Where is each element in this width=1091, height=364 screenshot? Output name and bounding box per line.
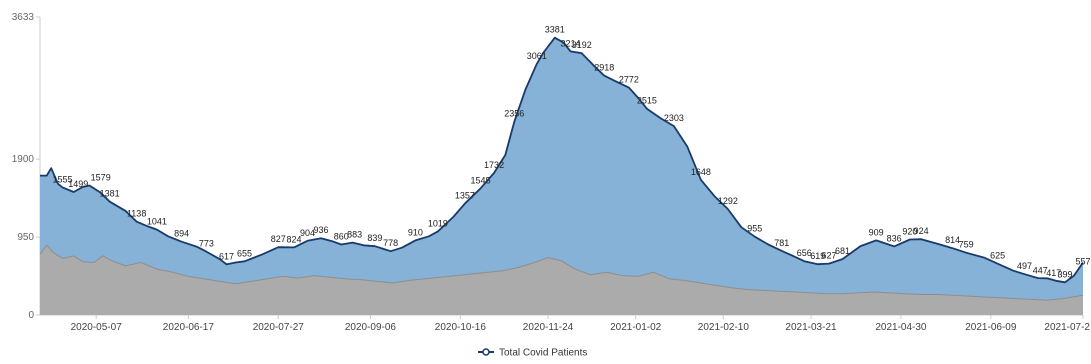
data-label: 3192 [572,40,592,50]
data-label: 3061 [527,51,547,61]
data-label: 2772 [619,75,639,85]
data-label: 447 [1033,265,1048,275]
data-label: 681 [835,246,850,256]
x-tick-label: 2021-04-30 [875,322,927,333]
data-label: 1138 [127,209,146,219]
data-label: 894 [174,229,189,239]
total-covid-patients-line [40,36,1084,284]
data-label: 839 [367,233,382,243]
data-label: 1019 [428,218,448,228]
data-label: 1545 [471,175,491,185]
secondary-series-line [39,244,1084,301]
data-label: 625 [990,251,1005,261]
x-tick-label: 2021-06-09 [965,322,1017,333]
data-label: 617 [219,251,234,261]
data-label: 836 [887,233,902,243]
data-label: 619 [810,251,825,261]
data-label: 904 [300,228,315,238]
data-label: 627 [821,251,836,261]
data-label: 656 [797,248,812,258]
series-areas [39,36,1084,315]
x-tick-label: 2020-05-07 [71,322,123,333]
data-label: 417 [1046,268,1061,278]
data-label: 2515 [637,96,657,106]
data-label: 399 [1058,269,1073,279]
data-label: 1555 [52,174,72,184]
data-label: 655 [237,248,252,258]
y-tick-label: 3633 [12,12,35,23]
data-label: 781 [774,238,789,248]
data-label: 2303 [664,113,684,123]
x-tick-label: 2021-02-10 [698,322,750,333]
x-tick-label: 2020-09-06 [345,322,397,333]
x-tick-label: 2020-06-17 [163,322,215,333]
data-label: 1381 [100,189,120,199]
data-label: 924 [914,226,929,236]
x-axis-ticks: 2020-05-07 2020-06-17 2020-07-27 2020-09-06… [71,315,1090,333]
data-label: 3214 [560,38,580,48]
data-label: 759 [959,240,974,250]
legend-series-marker [482,348,490,356]
data-label: 3381 [545,25,565,35]
x-tick-label: 2020-11-24 [523,322,574,333]
y-axis-ticks: 0 950 1900 3633 [12,12,40,321]
y-tick-label: 1900 [12,154,35,165]
x-tick-label: 2020-10-16 [435,322,487,333]
data-label: 955 [747,224,762,234]
data-label: 1648 [691,167,711,177]
data-label: 909 [869,227,884,237]
data-label: 497 [1017,261,1032,271]
data-label: 827 [271,234,286,244]
legend[interactable]: Total Covid Patients [478,348,587,359]
x-tick-label: 2021-03-21 [785,322,837,333]
total-covid-patients-area [40,37,1083,315]
data-label: 936 [313,225,328,235]
y-tick-label: 950 [17,232,34,243]
x-tick-label: 2020-07-27 [253,322,305,333]
data-label: 883 [347,230,362,240]
data-label: 2918 [594,63,614,73]
data-label: 1292 [718,196,738,206]
data-label: 860 [334,231,349,241]
data-label: 557 [1075,256,1090,266]
data-label: 814 [945,235,960,245]
data-label: 1732 [484,160,504,170]
data-label: 1041 [147,217,167,227]
data-label: 1357 [455,191,475,201]
data-label: 824 [286,234,301,244]
data-label: 773 [199,239,214,249]
secondary-series-area [40,245,1083,315]
y-tick-label: 0 [28,310,34,321]
x-tick-label: 2021-07-2 [1044,322,1090,333]
data-label: 920 [902,227,917,237]
data-label: 778 [383,238,398,248]
data-label: 1579 [91,172,111,182]
data-label: 910 [408,227,423,237]
x-tick-label: 2021-01-02 [610,322,662,333]
legend-label-total-covid-patients: Total Covid Patients [499,348,587,359]
data-label: 2356 [504,109,524,119]
data-label: 1499 [68,179,88,189]
